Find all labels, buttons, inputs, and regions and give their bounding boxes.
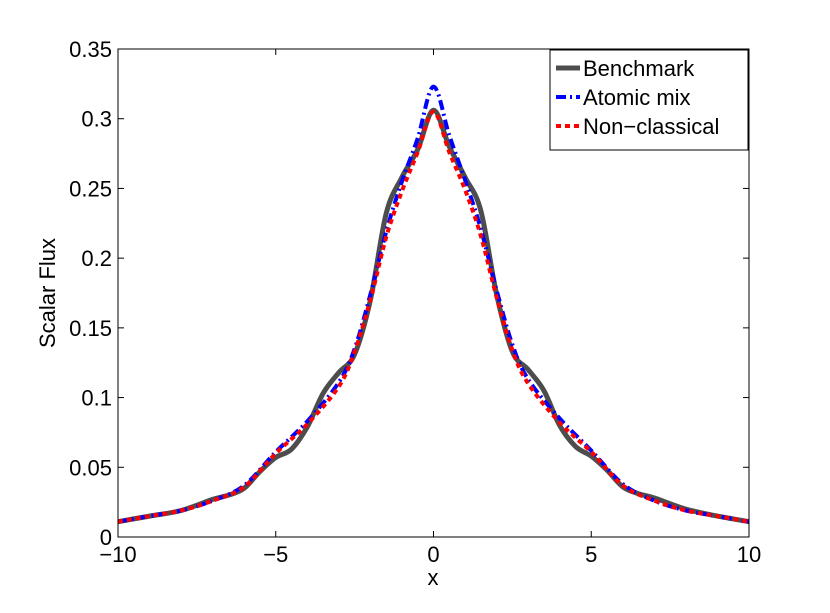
y-tick-label: 0 (100, 525, 112, 550)
legend-box (549, 49, 749, 151)
y-tick-label: 0.25 (69, 176, 112, 201)
x-tick-label: −5 (263, 542, 288, 567)
x-tick-label: 10 (737, 542, 761, 567)
series-layer (117, 84, 750, 525)
y-tick-label: 0.35 (69, 37, 112, 62)
y-tick-label: 0.1 (81, 386, 112, 411)
x-tick-label: 0 (427, 542, 439, 567)
x-tick-label: −10 (99, 542, 136, 567)
y-axis-ticks: 0 0.05 0.1 0.15 0.2 0.25 0.3 0.35 (69, 37, 749, 550)
legend-label: Benchmark (583, 56, 695, 81)
y-tick-label: 0.3 (81, 107, 112, 132)
y-tick-label: 0.15 (69, 316, 112, 341)
legend-label: Atomic mix (583, 85, 691, 110)
y-tick-label: 0.2 (81, 246, 112, 271)
legend: Benchmark Atomic mix Non−classical (549, 49, 749, 151)
series-line-non-classical (117, 109, 750, 524)
y-tick-label: 0.05 (69, 455, 112, 480)
x-tick-label: 5 (585, 542, 597, 567)
x-axis-label: x (428, 565, 439, 590)
y-axis-label: Scalar Flux (35, 238, 60, 348)
legend-label: Non−classical (583, 114, 719, 139)
